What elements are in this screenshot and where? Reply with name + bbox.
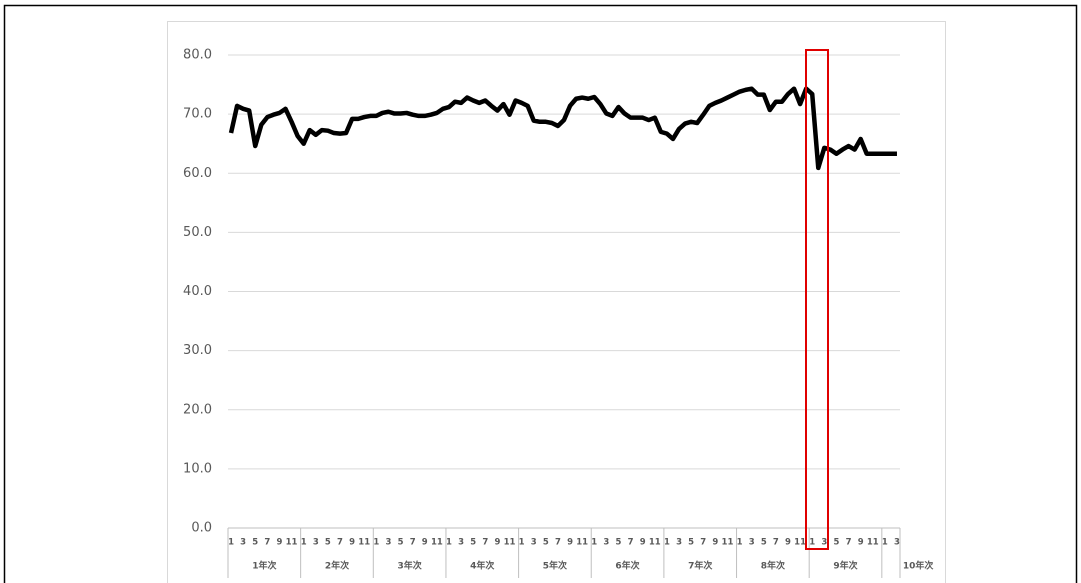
x-tick-label: 5: [616, 538, 622, 548]
x-tick-label: 3: [531, 538, 537, 548]
plot: [228, 86, 897, 171]
x-tick-label: 5: [470, 538, 476, 548]
y-tick-label: 20.0: [183, 402, 212, 417]
group-label: 10年次: [903, 560, 934, 572]
x-tick-label: 7: [410, 538, 416, 548]
group-label: 8年次: [761, 560, 785, 572]
frame: [3, 4, 1078, 583]
x-tick-label: 11: [504, 538, 516, 548]
x-tick-label: 1: [591, 538, 597, 548]
x-tick-label: 3: [240, 538, 246, 548]
y-tick-label: 80.0: [183, 48, 212, 63]
x-tick-label: 11: [576, 538, 588, 548]
line-series: [228, 86, 897, 171]
x-tick-label: 7: [482, 538, 488, 548]
x-tick-label: 7: [700, 538, 706, 548]
x-tick-label: 11: [286, 538, 298, 548]
x-tick-label: 1: [737, 538, 743, 548]
x-tick-label: 3: [603, 538, 609, 548]
y-tick-label: 70.0: [183, 107, 212, 122]
x-tick-label: 1: [446, 538, 452, 548]
x-tick-label: 3: [313, 538, 319, 548]
x-tick-label: 3: [749, 538, 755, 548]
grid: 0.0 10.0 20.0 30.0 40.0 50.0 60.0 70.0 80.0: [183, 48, 900, 536]
x-tick-label: 11: [649, 538, 661, 548]
y-tick-label: 0.0: [191, 521, 212, 536]
y-tick-label: 40.0: [183, 284, 212, 299]
x-tick-label: 3: [894, 538, 900, 548]
x-tick-label: 5: [833, 538, 839, 548]
x-tick-label: 7: [264, 538, 270, 548]
x-tick-label: 11: [358, 538, 370, 548]
group-label: 4年次: [470, 560, 494, 572]
group-label: 5年次: [543, 560, 567, 572]
x-tick-label: 1: [809, 538, 815, 548]
x-tick-label: 11: [794, 538, 806, 548]
chart-area: [167, 21, 946, 583]
y-tick-label: 60.0: [183, 166, 212, 181]
y-tick-label: 10.0: [183, 461, 212, 476]
group-label: 6年次: [615, 560, 639, 572]
x-tick-label: 1: [373, 538, 379, 548]
group-label: 3年次: [397, 560, 421, 572]
x-tick-label: 1: [301, 538, 307, 548]
x-tick-label: 9: [858, 538, 864, 548]
y-tick-label: 50.0: [183, 225, 212, 240]
x-tick-label: 11: [867, 538, 879, 548]
group-label: 2年次: [325, 560, 349, 572]
x-axis: 1 3 5 7 9 11 1 3 5 7 9 11 1 3 5 7 9 11 1 3 5 7 9 11 1 3 5 7 9 11 1 3 5 7 9…: [227, 527, 934, 578]
x-tick-label: 9: [712, 538, 718, 548]
x-tick-label: 9: [276, 538, 282, 548]
x-tick-label: 5: [688, 538, 694, 548]
x-tick-label: 5: [543, 538, 549, 548]
x-tick-label: 3: [458, 538, 464, 548]
x-tick-label: 9: [567, 538, 573, 548]
x-tick-label: 9: [349, 538, 355, 548]
x-tick-label: 3: [385, 538, 391, 548]
x-tick-label: 1: [228, 538, 234, 548]
x-tick-label: 7: [846, 538, 852, 548]
x-tick-label: 11: [722, 538, 734, 548]
y-tick-label: 30.0: [183, 343, 212, 358]
x-tick-label: 9: [422, 538, 428, 548]
x-tick-label: 3: [676, 538, 682, 548]
group-label: 1年次: [252, 560, 276, 572]
x-tick-label: 7: [555, 538, 561, 548]
x-tick-label: 9: [785, 538, 791, 548]
x-tick-label: 11: [431, 538, 443, 548]
x-tick-label: 1: [664, 538, 670, 548]
highlight-box: [805, 49, 829, 550]
x-tick-label: 5: [398, 538, 404, 548]
x-tick-label: 7: [773, 538, 779, 548]
x-tick-label: 5: [252, 538, 258, 548]
x-tick-label: 7: [337, 538, 343, 548]
group-label: 7年次: [688, 560, 712, 572]
x-tick-label: 1: [882, 538, 888, 548]
x-tick-label: 7: [628, 538, 634, 548]
x-tick-label: 5: [761, 538, 767, 548]
group-label: 9年次: [833, 560, 857, 572]
x-tick-label: 9: [494, 538, 500, 548]
x-tick-label: 9: [640, 538, 646, 548]
x-tick-label: 3: [821, 538, 827, 548]
x-tick-label: 5: [325, 538, 331, 548]
x-tick-label: 1: [519, 538, 525, 548]
